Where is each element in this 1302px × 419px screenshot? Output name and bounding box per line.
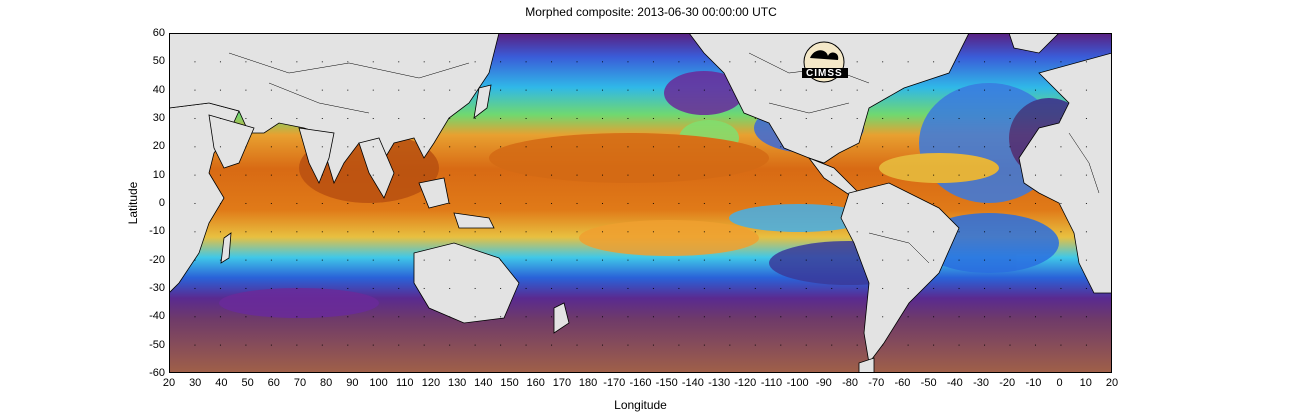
x-tick-label: 20 [162,377,176,389]
x-tick-label: 100 [369,377,388,389]
x-tick-label: -10 [1025,377,1042,389]
x-tick-label: 150 [500,377,519,389]
x-tick-label: -110 [760,377,783,389]
y-tick-label: -60 [149,367,165,379]
x-tick-label: 10 [1079,377,1092,389]
x-tick-label: 180 [578,377,598,389]
x-tick-label: -160 [629,377,652,389]
x-axis-label: Longitude [614,398,667,412]
x-tick-label: 80 [320,377,333,389]
y-tick-label: -40 [149,310,165,323]
y-tick-label: 30 [152,112,165,124]
x-tick-label: 40 [215,377,228,389]
x-tick-label: -60 [894,377,911,389]
x-tick-label: -120 [734,377,757,389]
y-tick-label: 0 [158,197,165,209]
x-tick-label: -80 [842,377,858,389]
y-axis-label: Latitude [126,181,140,225]
x-tick-label: 60 [267,377,280,389]
logo-text: CIMSS [806,68,843,79]
x-tick-label: 170 [552,377,572,389]
x-tick-label: -100 [786,377,809,389]
x-tick-label: -50 [920,377,937,389]
x-tick-label: 70 [293,377,307,389]
x-tick-label: -30 [973,377,989,389]
x-tick-label: 90 [346,377,359,389]
x-tick-label: 0 [1056,377,1063,389]
x-tick-label: 130 [447,377,467,389]
x-tick-label: 30 [189,377,202,389]
x-tick-label: -20 [999,377,1016,389]
y-tick-label: -10 [149,225,165,238]
x-tick-label: -170 [603,377,626,389]
y-tick-label: 10 [152,168,165,181]
cimss-logo [802,41,848,83]
x-tick-label: -70 [868,377,885,389]
x-tick-label: 140 [474,377,493,389]
y-tick-label: 50 [152,55,165,68]
x-tick-label: -140 [681,377,704,389]
map-title: Morphed composite: 2013-06-30 00:00:00 U… [525,5,777,19]
x-tick-label: 110 [395,377,414,389]
graticule [169,33,1112,373]
x-tick-label: 20 [1105,377,1119,389]
y-tick-label: 60 [152,27,165,39]
x-tick-label: 120 [421,377,441,389]
precipitable-water-map [169,33,1112,373]
y-tick-label: 20 [152,140,165,153]
y-tick-label: -30 [149,282,165,294]
y-tick-label: 40 [152,83,165,96]
y-tick-label: -20 [149,253,165,266]
x-tick-label: 160 [526,377,545,389]
x-tick-label: -90 [815,377,832,389]
plot-frame [169,33,1112,373]
y-tick-label: -50 [149,338,165,351]
x-tick-label: -130 [708,377,731,389]
x-tick-label: -150 [655,377,678,389]
x-tick-label: -40 [946,377,963,389]
x-tick-label: 50 [241,377,254,389]
